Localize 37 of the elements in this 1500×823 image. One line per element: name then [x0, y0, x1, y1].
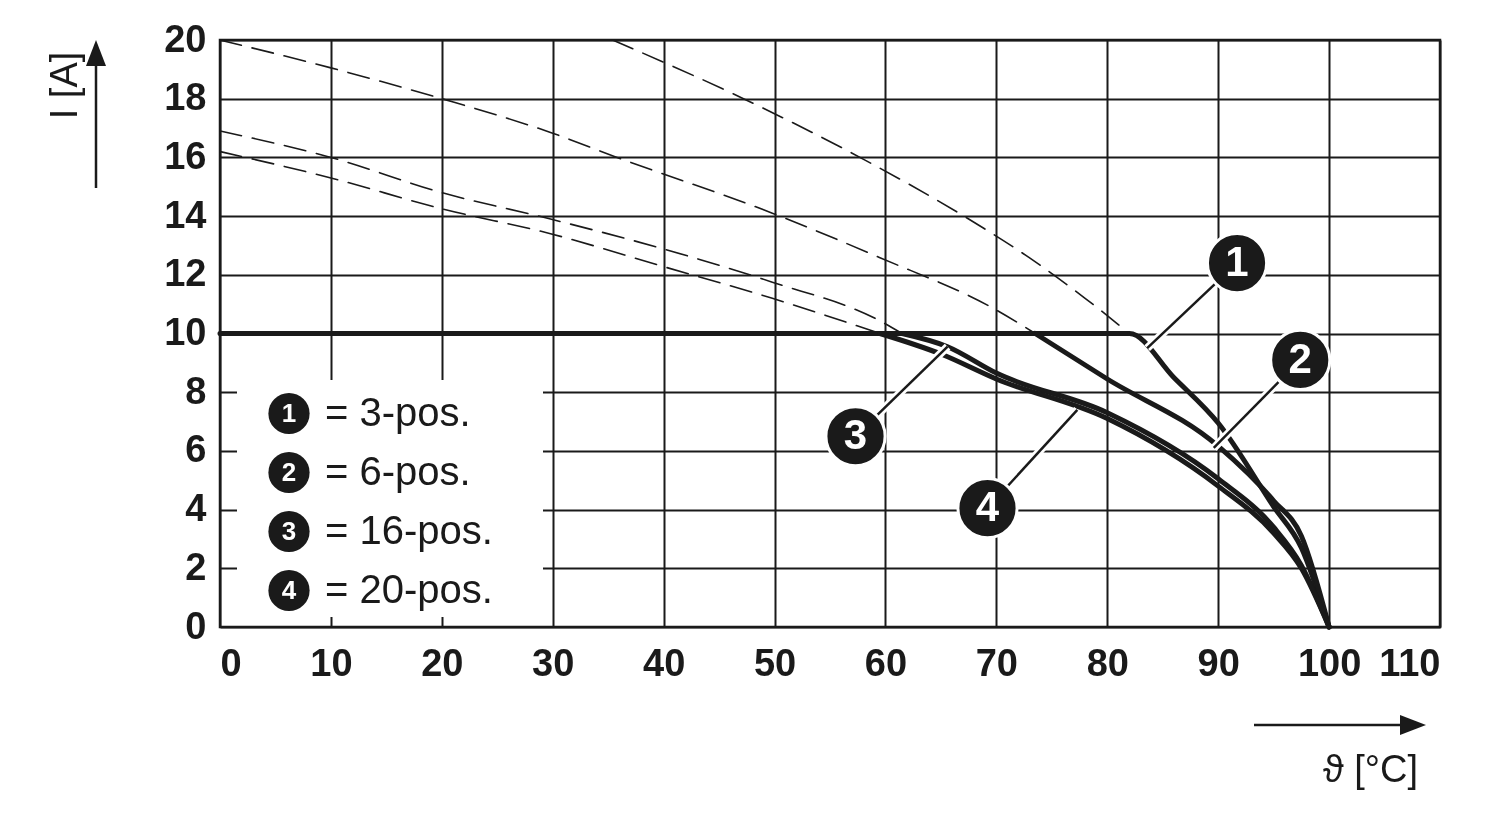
legend-label: = 16-pos. — [325, 507, 493, 552]
text: 3 — [281, 515, 297, 546]
annotation: 2 — [1288, 334, 1312, 382]
text: 1 — [281, 397, 297, 428]
x-tick-label: 50 — [753, 641, 797, 684]
y-tick-label: 0 — [185, 604, 207, 647]
x-tick-label: 0 — [220, 641, 242, 684]
y-tick-label: 2 — [185, 545, 207, 588]
y-tick-label: 4 — [185, 487, 207, 530]
x-tick-label: 20 — [421, 641, 464, 684]
annotation: 1 — [1225, 238, 1249, 286]
x-tick-label: 100 — [1297, 641, 1362, 684]
text: 4 — [281, 574, 297, 605]
y-tick-label: 20 — [164, 17, 207, 60]
x-tick-label: 90 — [1197, 641, 1240, 684]
x-tick-label: 110 — [1379, 641, 1441, 684]
y-tick-label: 16 — [164, 134, 207, 177]
y-tick-label: 18 — [164, 76, 207, 119]
legend-label: = 6-pos. — [325, 448, 471, 493]
legend-label: = 3-pos. — [325, 389, 471, 434]
x-tick-label: 10 — [310, 641, 353, 684]
x-tick-label: 30 — [532, 641, 575, 684]
x-tick-label: 40 — [643, 641, 686, 684]
x-axis-title: ϑ [°C] — [1322, 747, 1419, 790]
y-tick-label: 8 — [185, 369, 207, 412]
x-tick-label: 80 — [1086, 641, 1129, 684]
legend-label: = 20-pos. — [325, 566, 493, 611]
x-tick-label: 70 — [975, 641, 1018, 684]
annotation: 3 — [843, 411, 868, 459]
text: 2 — [281, 456, 297, 487]
y-axis-title: I [A] — [42, 51, 85, 120]
annotation: 4 — [975, 483, 1000, 531]
y-tick-label: 10 — [164, 311, 207, 353]
y-tick-label: 14 — [164, 193, 207, 236]
y-tick-label: 12 — [164, 252, 207, 295]
y-tick-label: 6 — [185, 428, 207, 471]
x-tick-label: 60 — [864, 641, 908, 684]
